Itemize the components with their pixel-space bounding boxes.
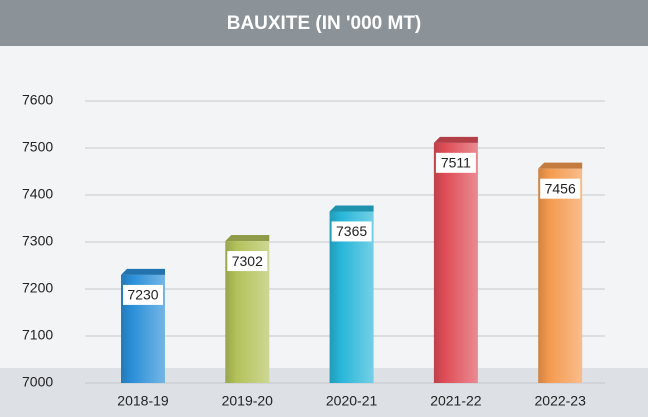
y-tick-label: 7100	[22, 327, 53, 343]
y-tick-label: 7000	[22, 374, 53, 390]
bar-top	[121, 268, 165, 275]
bar-top	[538, 162, 583, 169]
x-tick-label: 2018-19	[117, 393, 169, 409]
x-tick-label: 2020-21	[326, 393, 378, 409]
y-tick-label: 7300	[22, 233, 53, 249]
value-label: 7302	[232, 253, 263, 269]
y-tick-label: 7600	[22, 92, 53, 108]
bar	[433, 142, 478, 383]
y-tick-label: 7500	[22, 139, 53, 155]
x-tick-label: 2021-22	[430, 393, 482, 409]
y-tick-label: 7400	[22, 186, 53, 202]
value-label-box	[331, 221, 372, 242]
value-label-box	[435, 152, 476, 173]
value-label: 7230	[127, 287, 158, 303]
value-label-box	[123, 284, 163, 305]
chart-title: BAUXITE (IN '000 MT)	[227, 13, 422, 34]
y-tick-label: 7200	[22, 280, 53, 296]
value-label-box	[540, 178, 581, 199]
value-label-box	[227, 251, 268, 272]
value-label: 7511	[441, 155, 471, 171]
value-label: 7456	[545, 180, 576, 196]
bar-top	[433, 136, 478, 143]
x-tick-label: 2022-23	[535, 393, 587, 409]
title-bar	[0, 0, 648, 46]
bar	[538, 168, 583, 383]
bar-top	[329, 205, 374, 212]
x-tick-label: 2019-20	[222, 393, 274, 409]
value-label: 7365	[336, 223, 367, 239]
bar-top	[225, 235, 270, 242]
